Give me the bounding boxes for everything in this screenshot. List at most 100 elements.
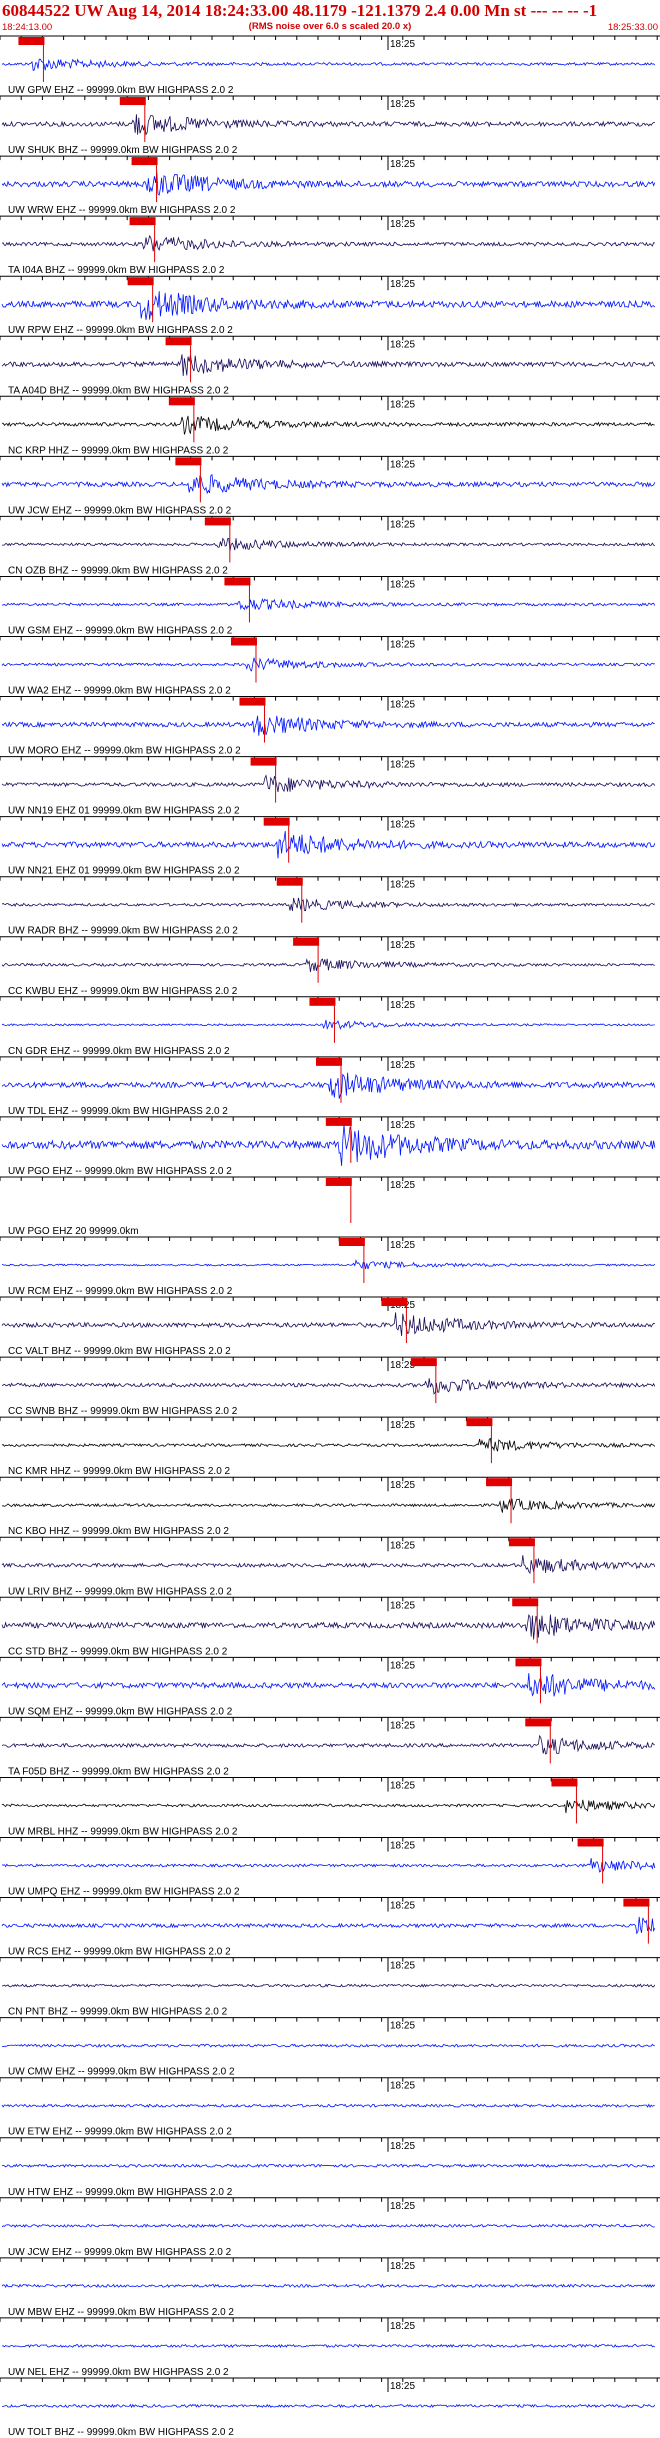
minute-label: 18:25 bbox=[390, 2021, 415, 2032]
trace-row: 18:25 NC KRP HHZ -- 99999.0km BW HIGHPASS… bbox=[0, 395, 660, 456]
trace-row: 18:25 UW CMW EHZ -- 99999.0km BW HIGHPASS… bbox=[0, 2017, 660, 2078]
waveform bbox=[1, 1799, 656, 1814]
station-label: UW TDL EHZ -- 99999.0km BW HIGHPASS 2.0 … bbox=[8, 1106, 228, 1117]
minute-label: 18:25 bbox=[390, 1780, 415, 1791]
minute-label: 18:25 bbox=[390, 2201, 415, 2212]
pick-box bbox=[325, 1117, 352, 1126]
trace-row: 18:25 UW LRIV BHZ -- 99999.0km BW HIGHPAS… bbox=[0, 1536, 660, 1597]
minute-label: 18:25 bbox=[390, 1600, 415, 1611]
waveform bbox=[1, 2163, 656, 2168]
trace-row: 18:25 NC KBO HHZ -- 99999.0km BW HIGHPASS… bbox=[0, 1476, 660, 1537]
trace-row: 18:25 UW SQM EHZ -- 99999.0km BW HIGHPASS… bbox=[0, 1656, 660, 1717]
station-label: UW RPW EHZ -- 99999.0km BW HIGHPASS 2.0 … bbox=[8, 325, 233, 336]
pick-box bbox=[119, 97, 146, 106]
station-label: CN OZB BHZ -- 99999.0km BW HIGHPASS 2.0 … bbox=[8, 565, 228, 576]
trace-row: 18:25 UW WA2 EHZ -- 99999.0km BW HIGHPASS… bbox=[0, 636, 660, 697]
minute-label: 18:25 bbox=[390, 1060, 415, 1071]
minute-label: 18:25 bbox=[390, 2141, 415, 2152]
waveform bbox=[1, 597, 656, 611]
trace-row: 18:25 CN OZB BHZ -- 99999.0km BW HIGHPASS… bbox=[0, 515, 660, 576]
trace-row: 18:25 UW NN21 EHZ 01 99999.0km BW HIGHPAS… bbox=[0, 816, 660, 877]
minute-label: 18:25 bbox=[390, 2261, 415, 2272]
trace-row: 18:25 CC STD BHZ -- 99999.0km BW HIGHPASS… bbox=[0, 1596, 660, 1657]
waveform bbox=[1, 1072, 656, 1099]
waveform bbox=[1, 171, 656, 196]
station-label: NC KBO HHZ -- 99999.0km BW HIGHPASS 2.0 … bbox=[8, 1526, 229, 1537]
waveform bbox=[1, 830, 656, 859]
station-label: UW MRBL HHZ -- 99999.0km BW HIGHPASS 2.0… bbox=[8, 1826, 238, 1837]
waveform bbox=[1, 1614, 656, 1640]
minute-label: 18:25 bbox=[390, 820, 415, 831]
trace-row: 18:25 UW NEL EHZ -- 99999.0km BW HIGHPASS… bbox=[0, 2317, 660, 2378]
pick-box bbox=[263, 817, 290, 826]
station-label: UW PGO EHZ -- 99999.0km BW HIGHPASS 2.0 … bbox=[8, 1166, 232, 1177]
pick-box bbox=[309, 997, 336, 1006]
station-label: UW MORO EHZ -- 99999.0km BW HIGHPASS 2.0… bbox=[8, 746, 241, 757]
trace-row: 18:25 UW RPW EHZ -- 99999.0km BW HIGHPASS… bbox=[0, 275, 660, 336]
waveform bbox=[1, 1259, 656, 1270]
pick-box bbox=[410, 1358, 437, 1367]
pick-box bbox=[486, 1478, 513, 1487]
trace-row: 18:25 UW GSM EHZ -- 99999.0km BW HIGHPASS… bbox=[0, 575, 660, 636]
trace-row: 18:25 CC SWNB BHZ -- 99999.0km BW HIGHPAS… bbox=[0, 1356, 660, 1417]
waveform bbox=[1, 2223, 655, 2228]
pick-box bbox=[577, 1838, 604, 1847]
trace-row: 18:25 CC KWBU EHZ -- 99999.0km BW HIGHPAS… bbox=[0, 936, 660, 997]
minute-label: 18:25 bbox=[390, 880, 415, 891]
minute-label: 18:25 bbox=[390, 1841, 415, 1852]
trace-row: 18:25 CN GDR EHZ -- 99999.0km BW HIGHPASS… bbox=[0, 996, 660, 1057]
waveform bbox=[1, 2403, 656, 2409]
minute-label: 18:25 bbox=[390, 1240, 415, 1251]
waveform bbox=[1, 234, 655, 252]
waveform bbox=[1, 415, 655, 435]
waveform bbox=[1, 354, 656, 377]
pick-box bbox=[168, 397, 195, 406]
station-label: UW GPW EHZ -- 99999.0km BW HIGHPASS 2.0 … bbox=[8, 85, 234, 96]
trace-row: 18:25 UW RADR BHZ -- 99999.0km BW HIGHPAS… bbox=[0, 876, 660, 937]
pick-box bbox=[512, 1598, 539, 1607]
trace-row: 18:25 TA I04A BHZ -- 99999.0km BW HIGHPAS… bbox=[0, 215, 660, 276]
station-label: UW RCS EHZ -- 99999.0km BW HIGHPASS 2.0 … bbox=[8, 1947, 231, 1958]
station-label: UW NN21 EHZ 01 99999.0km BW HIGHPASS 2.0… bbox=[8, 866, 240, 877]
pick-box bbox=[18, 37, 45, 45]
waveform bbox=[1, 657, 655, 672]
minute-label: 18:25 bbox=[390, 339, 415, 350]
station-label: UW UMPQ EHZ -- 99999.0km BW HIGHPASS 2.0… bbox=[8, 1887, 240, 1898]
minute-label: 18:25 bbox=[390, 1660, 415, 1671]
waveform bbox=[1, 1734, 656, 1755]
trace-row: 18:25 TA F05D BHZ -- 99999.0km BW HIGHPAS… bbox=[0, 1716, 660, 1777]
minute-label: 18:25 bbox=[390, 99, 415, 110]
waveform bbox=[1, 774, 656, 793]
minute-label: 18:25 bbox=[390, 2081, 415, 2092]
waveform bbox=[1, 1124, 656, 1166]
waveform bbox=[1, 1983, 656, 1988]
station-label: UW RADR BHZ -- 99999.0km BW HIGHPASS 2.0… bbox=[8, 926, 238, 937]
waveform bbox=[1, 958, 655, 973]
station-label: UW LRIV BHZ -- 99999.0km BW HIGHPASS 2.0… bbox=[8, 1586, 232, 1597]
minute-label: 18:25 bbox=[390, 700, 415, 711]
station-label: TA A04D BHZ -- 99999.0km BW HIGHPASS 2.0… bbox=[8, 385, 229, 396]
trace-row: 18:25 UW NN19 EHZ 01 99999.0km BW HIGHPAS… bbox=[0, 756, 660, 817]
waveform bbox=[1, 1858, 656, 1873]
minute-label: 18:25 bbox=[390, 1360, 415, 1371]
trace-row: 18:25 UW RCM EHZ -- 99999.0km BW HIGHPASS… bbox=[0, 1236, 660, 1297]
pick-box bbox=[131, 157, 158, 166]
waveform bbox=[1, 1916, 656, 1935]
trace-row: 18:25 UW GPW EHZ -- 99999.0km BW HIGHPASS… bbox=[0, 35, 660, 96]
pick-box bbox=[325, 1177, 352, 1186]
trace-row: 18:25 UW RCS EHZ -- 99999.0km BW HIGHPASS… bbox=[0, 1897, 660, 1958]
waveform bbox=[1, 58, 656, 72]
waveform bbox=[1, 1378, 656, 1395]
waveform bbox=[1, 1555, 656, 1575]
minute-label: 18:25 bbox=[390, 579, 415, 590]
pick-box bbox=[293, 937, 320, 946]
station-label: CN GDR EHZ -- 99999.0km BW HIGHPASS 2.0 … bbox=[8, 1046, 230, 1057]
waveform bbox=[1, 1019, 655, 1031]
start-time: 18:24:13.00 bbox=[2, 22, 53, 33]
trace-row: 18:25 UW MORO EHZ -- 99999.0km BW HIGHPAS… bbox=[0, 696, 660, 757]
pick-box bbox=[515, 1658, 542, 1667]
waveform bbox=[1, 1312, 655, 1337]
minute-label: 18:25 bbox=[390, 1000, 415, 1011]
waveform bbox=[1, 473, 656, 495]
